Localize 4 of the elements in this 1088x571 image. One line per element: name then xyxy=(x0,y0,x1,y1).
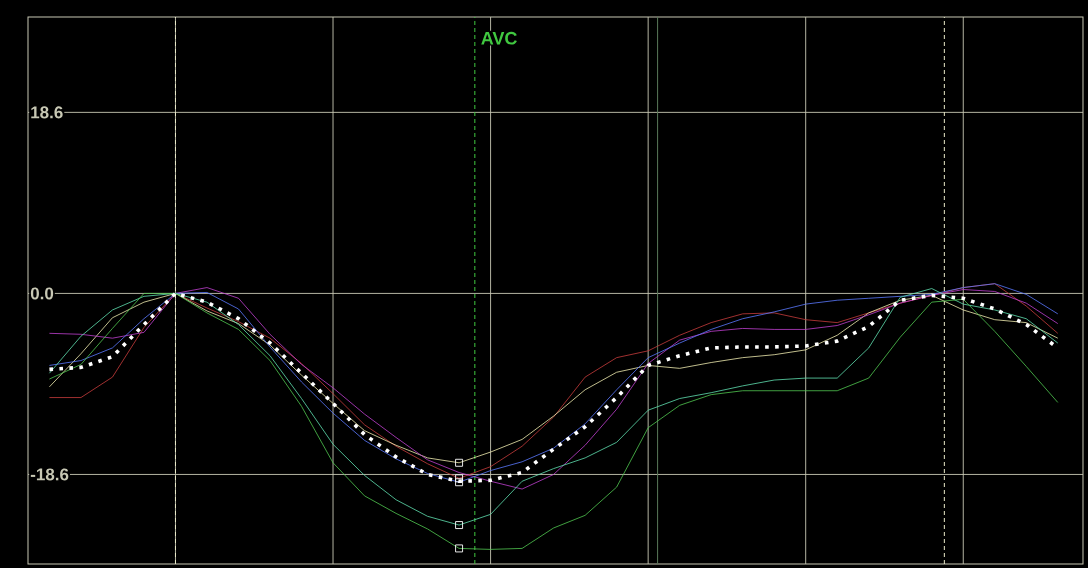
y-tick-label: -18.6 xyxy=(30,468,69,481)
y-tick-label: 18.6 xyxy=(31,106,63,119)
y-tick-label: 0.0 xyxy=(30,287,54,300)
annotation: AVC xyxy=(481,31,517,45)
